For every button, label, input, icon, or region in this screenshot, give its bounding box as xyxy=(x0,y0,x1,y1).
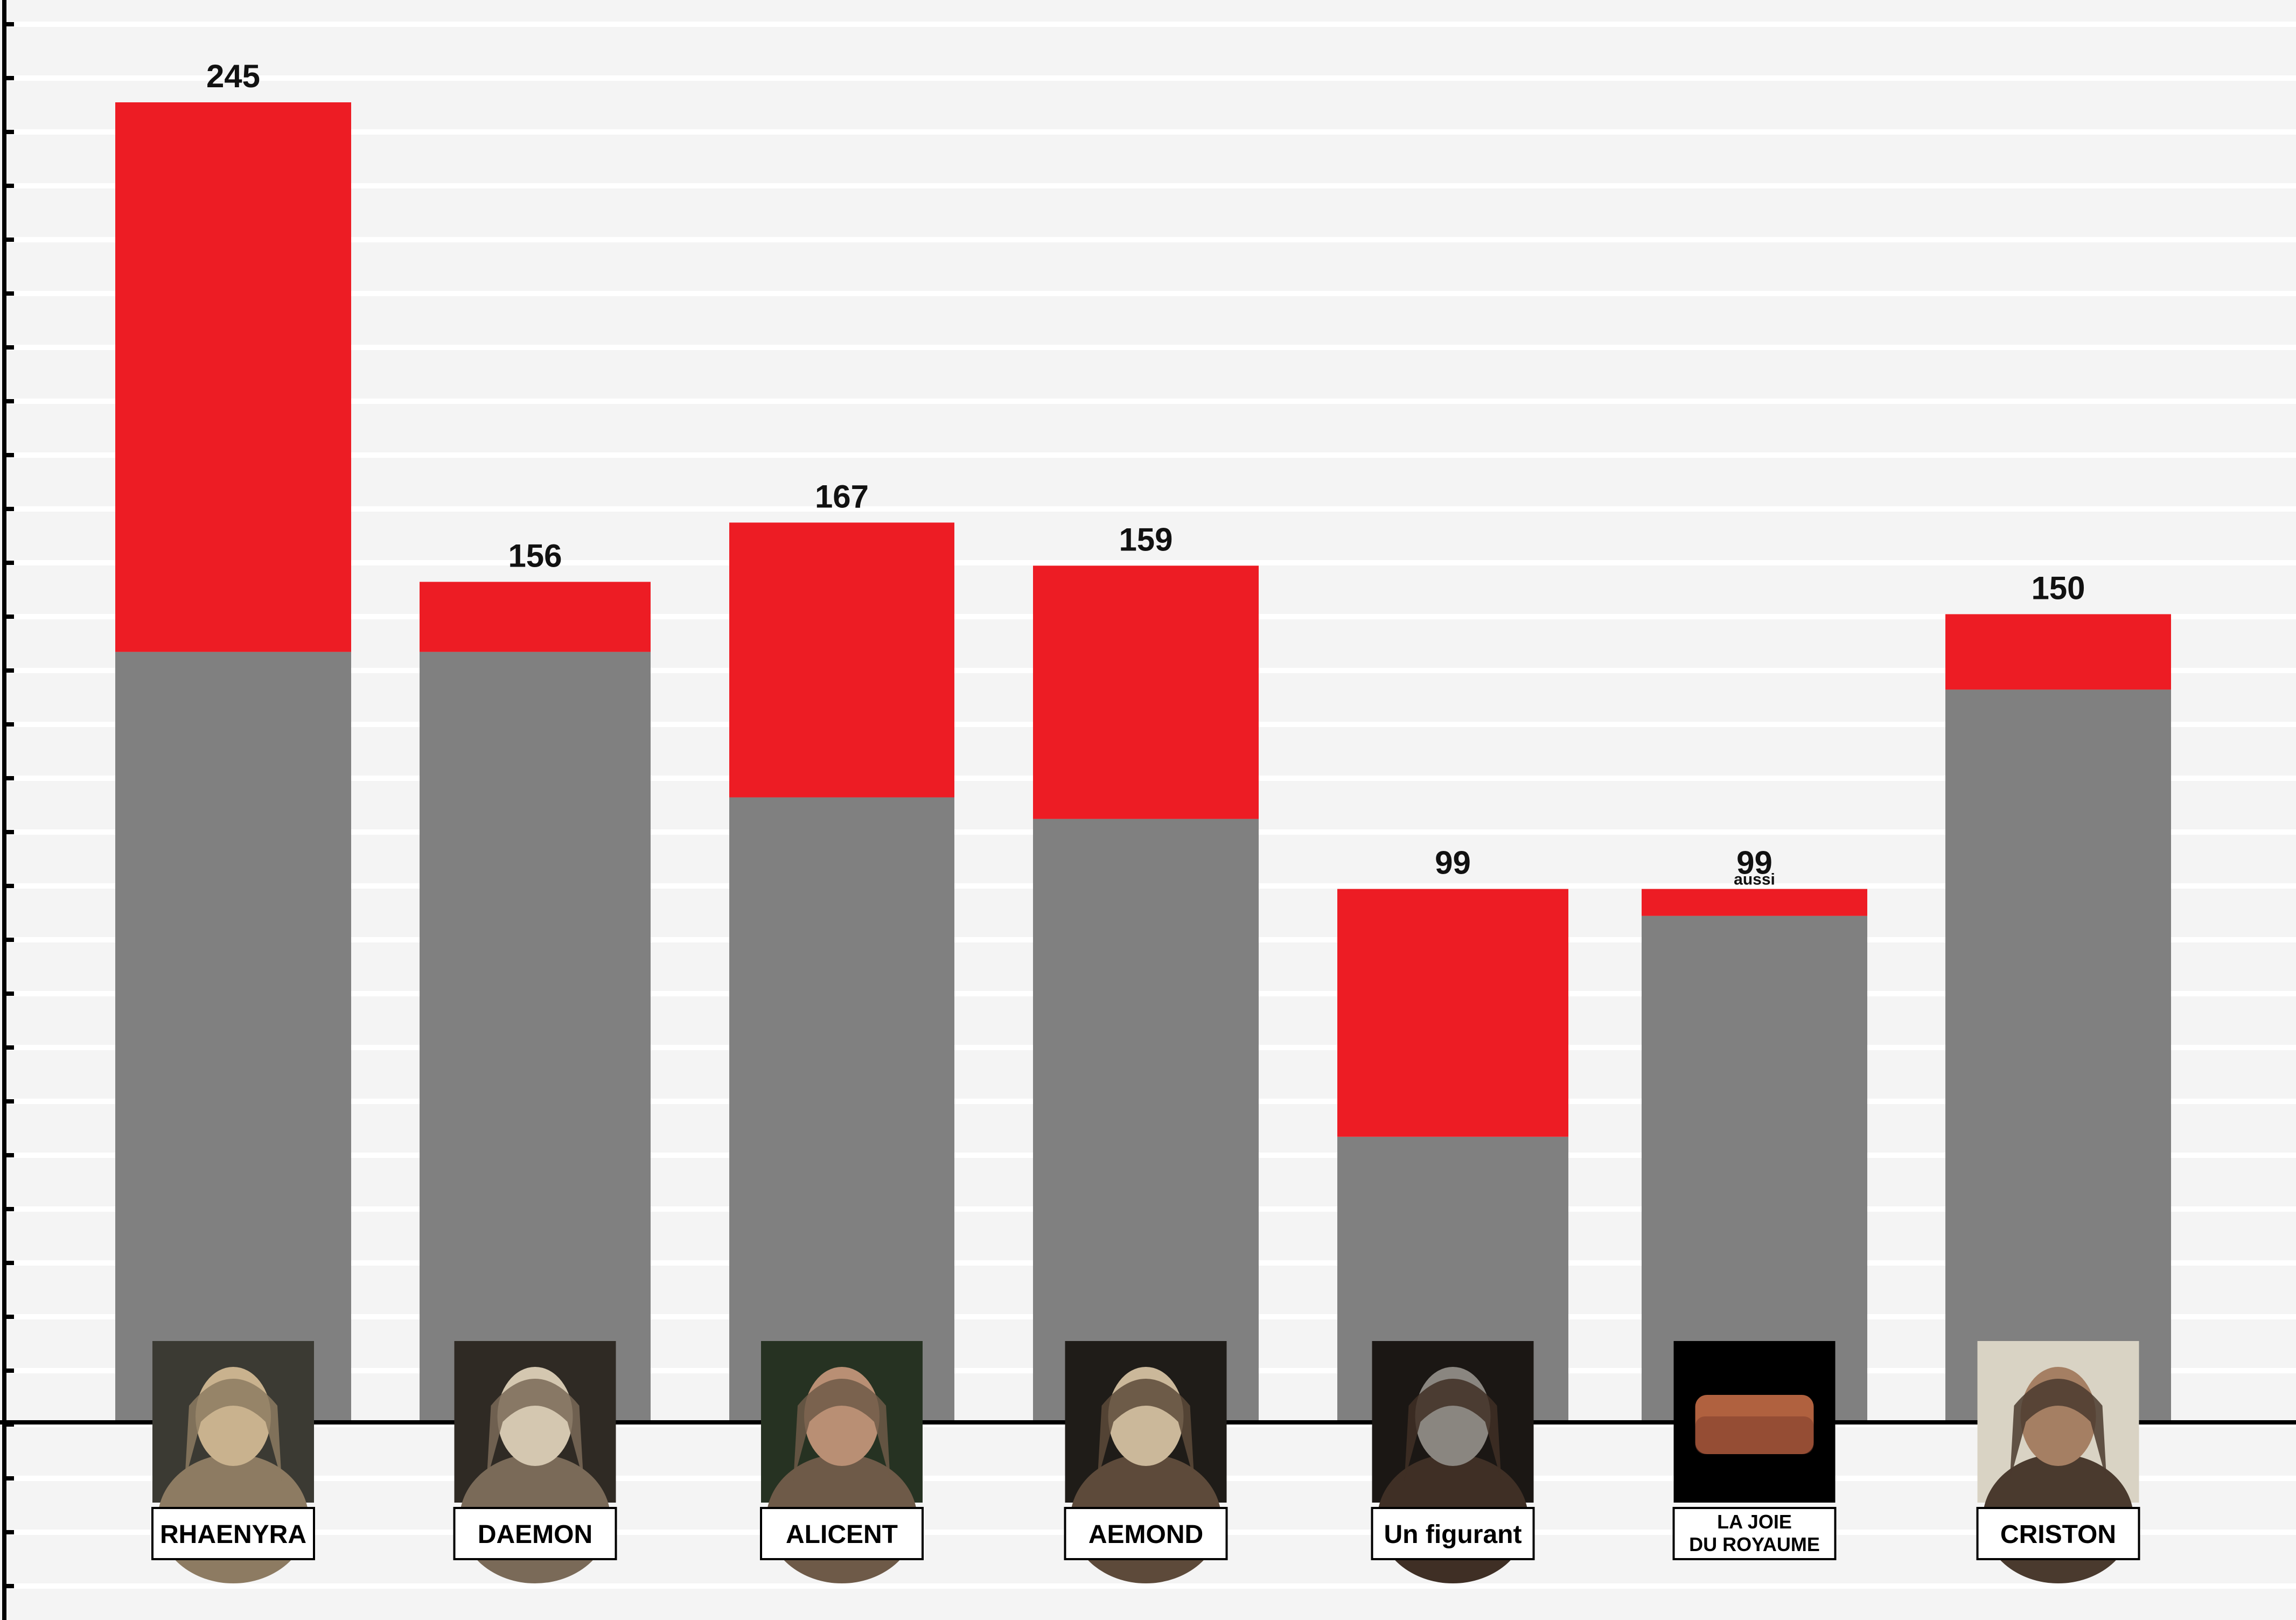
bar-value-label: 167 xyxy=(815,478,869,514)
bar-top-segment xyxy=(1945,614,2171,690)
bars xyxy=(115,102,2171,1422)
category-label-box: CRISTON xyxy=(1976,1507,2140,1560)
bar-base-segment xyxy=(420,652,651,1422)
bar-value-label: 99 xyxy=(1736,845,1772,881)
bar-top-segment xyxy=(729,522,954,798)
bar-value-sublabel: aussi xyxy=(1734,871,1775,889)
category-label: RHAENYRA xyxy=(160,1520,306,1549)
category-label-box: DAEMON xyxy=(453,1507,617,1560)
bar-value-label: 99 xyxy=(1435,845,1471,881)
category-labels: RHAENYRA DAEMON ALICENT AEMOND Un figurant LA… xyxy=(151,1507,2140,1560)
bar-top-segment xyxy=(1033,565,1259,819)
bar-value-label: 245 xyxy=(206,58,260,94)
category-label: Un figurant xyxy=(1384,1520,1522,1549)
bar-top-segment xyxy=(115,102,351,652)
category-label: ALICENT xyxy=(786,1520,898,1549)
category-label: LA JOIE xyxy=(1717,1511,1792,1533)
category-label: DU ROYAUME xyxy=(1689,1533,1820,1555)
category-label: DAEMON xyxy=(478,1520,592,1549)
bar-base-segment xyxy=(1945,689,2171,1422)
meat-pie-photo xyxy=(1673,1341,1836,1503)
bar-value-label: 150 xyxy=(2031,570,2085,606)
bar-value-label: 159 xyxy=(1119,521,1173,557)
y-axis-ticks xyxy=(2,0,14,1620)
category-label-box: Un figurant xyxy=(1371,1507,1535,1560)
bar-base-segment xyxy=(115,652,351,1422)
bar-top-segment xyxy=(1337,889,1568,1137)
bar-base-segment xyxy=(729,797,954,1422)
category-label-box: AEMOND xyxy=(1064,1507,1228,1560)
category-label-box: ALICENT xyxy=(760,1507,924,1560)
bar-top-segment xyxy=(1642,889,1867,916)
category-label-box: RHAENYRA xyxy=(151,1507,315,1560)
category-label: CRISTON xyxy=(2000,1520,2116,1549)
bar-base-segment xyxy=(1033,819,1259,1422)
category-label: AEMOND xyxy=(1088,1520,1203,1549)
woman-with-tiara-portrait xyxy=(761,1341,923,1583)
bar-base-segment xyxy=(1642,916,1867,1422)
bar-top-segment xyxy=(420,582,651,652)
bar-value-label: 156 xyxy=(508,537,562,574)
